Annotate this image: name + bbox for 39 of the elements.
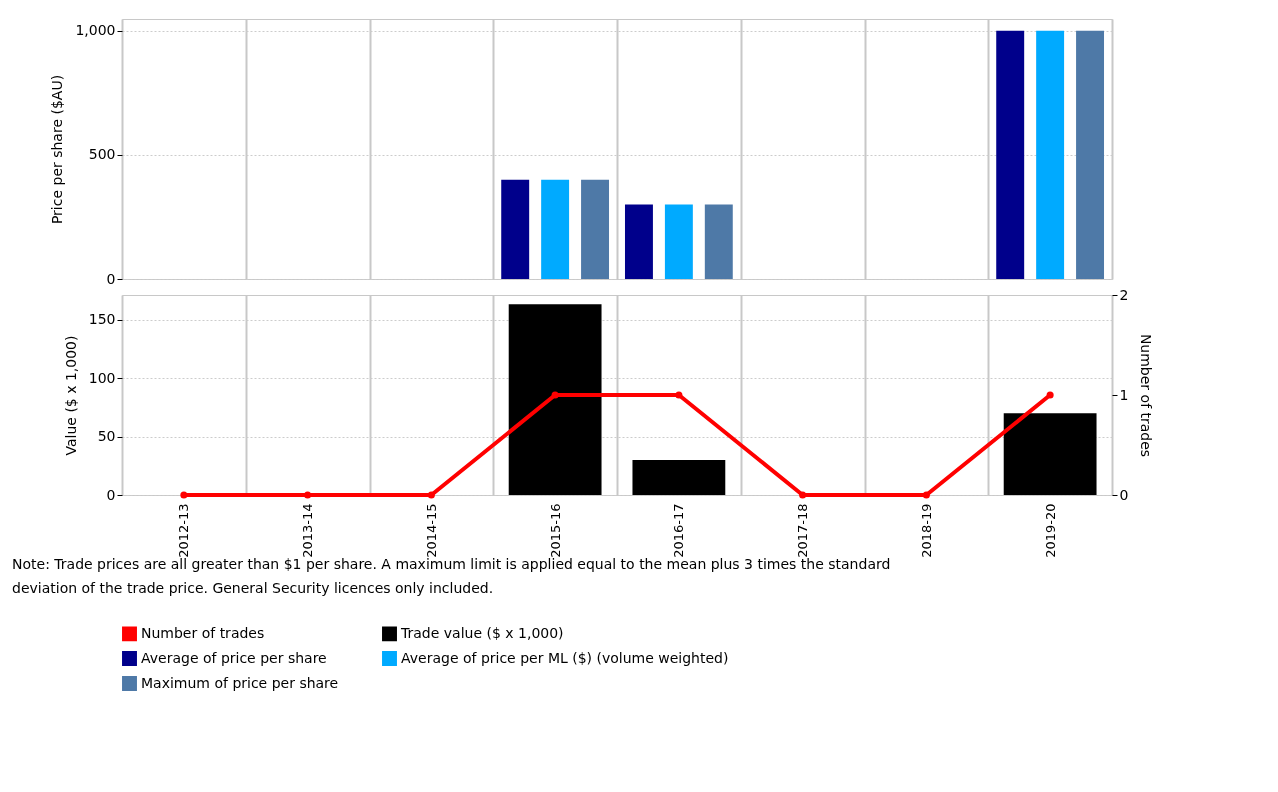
text: Note: Trade prices are all greater than $1 per share. A maximum limit is applied equal to the mean plus 3 times the standard deviation of the trade price. General Security licences only included. bbox=[12, 556, 891, 596]
bar bbox=[541, 179, 570, 279]
x-tick-label: 2014-15 bbox=[423, 503, 439, 558]
bar bbox=[1036, 30, 1065, 279]
y-axis-title: Price per share ($AU) bbox=[49, 74, 66, 225]
legend-label: Maximum of price per share bbox=[141, 674, 339, 691]
legend-label: Number of trades bbox=[141, 624, 265, 641]
x-tick-label: 2015-16 bbox=[547, 503, 563, 558]
y-tick-label: 100 bbox=[88, 369, 116, 386]
x-tick-label: 2017-18 bbox=[795, 503, 811, 558]
x-tick-label: 2018-19 bbox=[918, 503, 934, 558]
bar bbox=[704, 204, 733, 279]
y2-tick-label: 1 bbox=[1119, 386, 1129, 403]
x-tick-label: 2012-13 bbox=[176, 503, 192, 558]
bar bbox=[508, 304, 602, 495]
y2-tick-label: 0 bbox=[1119, 486, 1129, 503]
y-tick-label: 50 bbox=[97, 428, 116, 445]
bar bbox=[632, 459, 726, 495]
bar bbox=[501, 179, 530, 279]
legend-label: Average of price per share bbox=[141, 649, 327, 666]
bar bbox=[581, 179, 610, 279]
legend-label: Trade value ($ x 1,000) bbox=[400, 624, 564, 641]
x-tick-label: 2013-14 bbox=[300, 503, 316, 558]
y-axis-title: Value ($ x 1,000) bbox=[62, 335, 79, 456]
y-tick-label: 1,000 bbox=[75, 22, 116, 39]
y-tick-label: 500 bbox=[88, 146, 116, 163]
bar bbox=[664, 204, 693, 279]
bar bbox=[996, 30, 1025, 279]
bar bbox=[624, 204, 653, 279]
bar bbox=[1003, 413, 1097, 495]
bar bbox=[1076, 30, 1105, 279]
x-tick-label: 2019-20 bbox=[1042, 503, 1058, 558]
x-tick-label: 2016-17 bbox=[671, 503, 687, 558]
y2-axis-title: Number of trades bbox=[1138, 333, 1155, 458]
legend-label: Average of price per ML ($) (volume weighted) bbox=[401, 649, 729, 666]
y2-tick-label: 2 bbox=[1119, 286, 1129, 303]
y-tick-label: 0 bbox=[106, 486, 116, 503]
y-tick-label: 150 bbox=[88, 311, 116, 328]
y-tick-label: 0 bbox=[106, 270, 116, 287]
